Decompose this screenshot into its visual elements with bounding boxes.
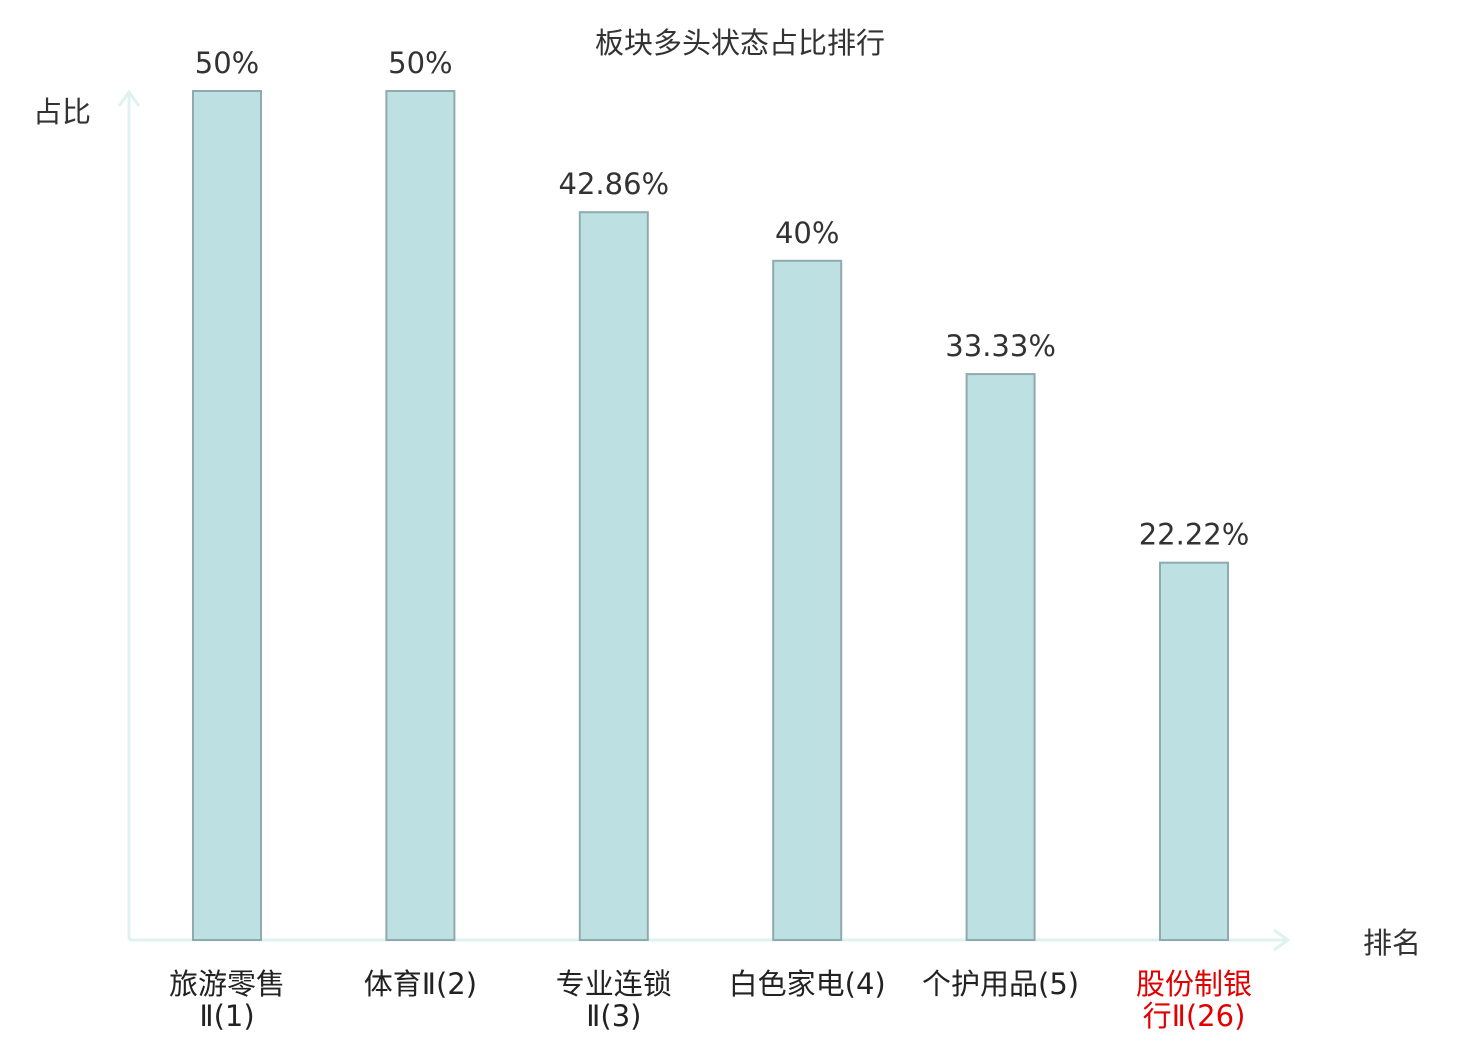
bar-1 [192, 90, 262, 941]
bars [192, 90, 1229, 942]
category-labels: 旅游零售 Ⅱ(1) 体育Ⅱ(2) 专业连锁 Ⅱ(3) 白色家电(4) 个护用品(5) 股份制银… [169, 967, 1252, 1033]
bar-5 [965, 373, 1036, 942]
y-axis-label: 占比 [33, 95, 91, 129]
bar-6 [1159, 561, 1229, 941]
x-axis-label: 排名 [1363, 926, 1421, 960]
category-label-line: 股份制银 [1136, 967, 1252, 1001]
category-label-1: 旅游零售 Ⅱ(1) [169, 967, 285, 1033]
value-label-5: 33.33% [945, 329, 1056, 363]
category-label-line: 专业连锁 [556, 967, 672, 1001]
value-labels: 50% 50% 42.86% 40% 33.33% 22.22% [195, 46, 1250, 552]
category-label-2: 体育Ⅱ(2) [364, 967, 477, 1001]
value-label-6: 22.22% [1139, 518, 1250, 552]
value-label-1: 50% [195, 46, 259, 80]
category-label-4: 白色家电(4) [729, 967, 886, 1001]
category-label-line: 个护用品(5) [922, 967, 1079, 1001]
bar-2 [385, 90, 456, 941]
value-label-3: 42.86% [559, 167, 670, 201]
value-label-2: 50% [388, 46, 452, 80]
category-label-line: 行Ⅱ(26) [1143, 999, 1246, 1033]
bar-3 [578, 211, 649, 941]
category-label-5: 个护用品(5) [922, 967, 1079, 1001]
category-label-line: 白色家电(4) [729, 967, 886, 1001]
bar-4 [772, 259, 843, 941]
x-axis-arrow-icon [1273, 928, 1291, 952]
category-label-3: 专业连锁 Ⅱ(3) [556, 967, 672, 1033]
category-label-line: 旅游零售 [169, 967, 285, 1001]
y-axis-arrow-icon [117, 89, 141, 107]
axes [117, 89, 1291, 952]
category-label-line: Ⅱ(1) [199, 999, 254, 1033]
category-label-6: 股份制银行Ⅱ(26) [1136, 967, 1252, 1033]
value-label-4: 40% [775, 216, 839, 250]
category-label-line: 体育Ⅱ(2) [364, 967, 477, 1001]
category-label-line: Ⅱ(3) [586, 999, 641, 1033]
chart-title: 板块多头状态占比排行 [595, 26, 885, 60]
